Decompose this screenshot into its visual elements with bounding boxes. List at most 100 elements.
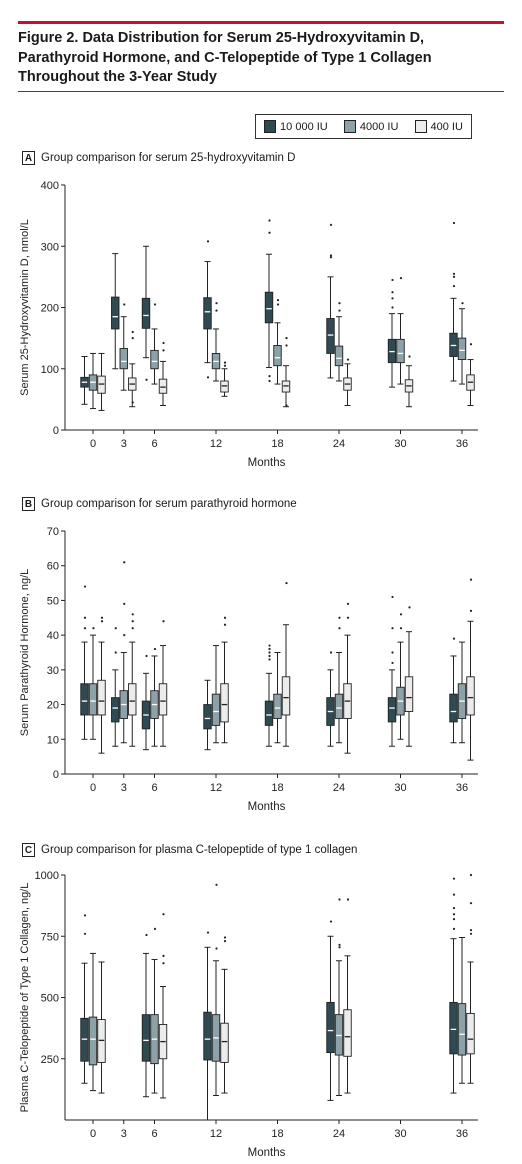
- outlier-point: [461, 302, 464, 305]
- outlier-point: [338, 627, 341, 630]
- outlier-point: [452, 221, 456, 225]
- outlier-point: [83, 585, 87, 588]
- box: [326, 318, 335, 354]
- outlier-point: [452, 275, 456, 278]
- outlier-point: [285, 581, 288, 585]
- x-axis-label: Months: [248, 801, 286, 813]
- y-tick-label: 750: [41, 931, 59, 943]
- x-tick-label: 0: [90, 1128, 96, 1140]
- outlier-point: [215, 309, 218, 312]
- x-tick-label: 3: [121, 438, 127, 450]
- box: [220, 683, 229, 723]
- outlier-point: [223, 623, 227, 626]
- outlier-point: [162, 349, 165, 352]
- x-tick-label: 36: [456, 1128, 468, 1140]
- y-tick-label: 30: [47, 665, 59, 677]
- outlier-point: [153, 647, 157, 651]
- outlier-point: [452, 284, 456, 288]
- outlier-point: [469, 609, 473, 612]
- y-tick-label: 60: [47, 561, 59, 573]
- outlier-point: [145, 654, 148, 658]
- box: [141, 1014, 151, 1062]
- outlier-point: [162, 962, 165, 965]
- x-axis-label: Months: [248, 457, 286, 469]
- outlier-point: [391, 306, 394, 309]
- outlier-point: [268, 654, 271, 658]
- outlier-point: [329, 256, 333, 259]
- outlier-point: [223, 940, 227, 943]
- y-tick-label: 0: [53, 769, 59, 781]
- box: [273, 345, 282, 367]
- x-tick-label: 30: [394, 1128, 406, 1140]
- x-tick-label: 12: [210, 1128, 222, 1140]
- outlier-point: [452, 877, 456, 880]
- outlier-point: [329, 651, 333, 654]
- panel-letter: B: [22, 497, 35, 511]
- legend-swatch-4000iu: [343, 120, 356, 133]
- outlier-point: [223, 361, 227, 364]
- x-tick-label: 18: [271, 438, 283, 450]
- y-tick-label: 400: [41, 180, 59, 192]
- x-tick-label: 12: [210, 438, 222, 450]
- outlier-point: [399, 613, 403, 616]
- box: [343, 1009, 352, 1057]
- box: [281, 676, 291, 716]
- outlier-point: [206, 931, 210, 934]
- outlier-point: [469, 932, 473, 935]
- x-tick-label: 3: [121, 1128, 127, 1140]
- outlier-point: [114, 651, 117, 654]
- box: [334, 693, 344, 719]
- outlier-point: [145, 933, 148, 937]
- outlier-point: [452, 913, 456, 916]
- box: [203, 704, 212, 730]
- legend-item-4000iu: 4000 IU: [343, 120, 398, 133]
- y-axis-label: Plasma C-Telopeptide of Type 1 Collagen,…: [19, 883, 31, 1113]
- box: [80, 683, 89, 716]
- box: [211, 693, 221, 726]
- panel-letter: A: [22, 151, 35, 165]
- y-tick-label: 500: [41, 993, 59, 1005]
- outlier-point: [206, 240, 210, 243]
- x-tick-label: 24: [333, 1128, 345, 1140]
- outlier-point: [131, 613, 134, 616]
- outlier-point: [131, 401, 134, 404]
- panel-title: Group comparison for serum 25-hydroxyvit…: [41, 152, 296, 164]
- outlier-point: [268, 644, 271, 647]
- outlier-point: [92, 627, 95, 630]
- outlier-point: [162, 954, 165, 957]
- y-tick-label: 0: [53, 425, 59, 437]
- x-tick-label: 0: [90, 782, 96, 794]
- outlier-point: [276, 299, 280, 302]
- outlier-point: [83, 932, 87, 935]
- outlier-point: [83, 616, 87, 619]
- x-tick-label: 30: [394, 438, 406, 450]
- outlier-point: [83, 627, 87, 630]
- box: [404, 676, 414, 712]
- x-tick-label: 3: [121, 782, 127, 794]
- outlier-point: [100, 616, 104, 619]
- box: [273, 693, 282, 719]
- outlier-point: [215, 302, 218, 305]
- panel-title: Group comparison for plasma C-telopeptid…: [41, 844, 358, 856]
- outlier-point: [223, 616, 227, 619]
- outlier-point: [215, 883, 218, 886]
- box: [88, 1016, 98, 1066]
- outlier-point: [206, 376, 210, 379]
- y-tick-label: 10: [47, 734, 59, 746]
- outlier-point: [338, 898, 341, 901]
- outlier-point: [268, 219, 271, 222]
- legend-swatch-10000iu: [264, 120, 277, 133]
- outlier-point: [452, 893, 456, 896]
- outlier-point: [123, 303, 126, 306]
- outlier-point: [131, 627, 134, 630]
- box: [387, 697, 397, 723]
- outlier-point: [452, 906, 456, 910]
- x-tick-label: 36: [456, 782, 468, 794]
- outlier-point: [329, 254, 333, 257]
- top-rule: [18, 21, 504, 24]
- outlier-point: [131, 620, 134, 623]
- box: [334, 345, 344, 367]
- y-tick-label: 50: [47, 595, 59, 607]
